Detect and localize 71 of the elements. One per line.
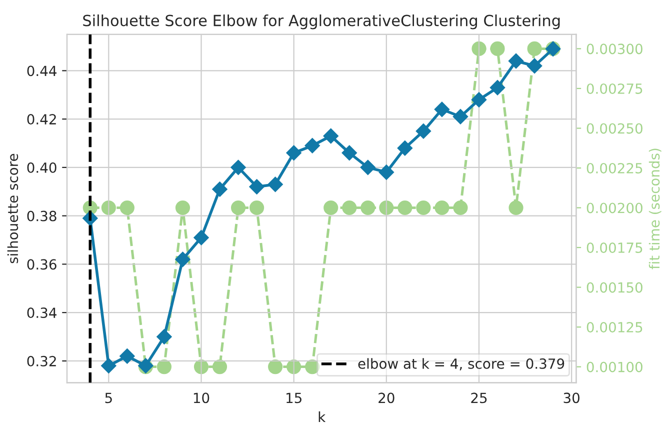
point — [175, 252, 190, 267]
y2-tick-label: 0.00225 — [586, 162, 642, 174]
x-axis-title: k — [318, 411, 326, 422]
point — [175, 200, 190, 216]
x-tick-label: 20 — [378, 392, 394, 404]
y-tick-label: 0.34 — [27, 308, 56, 318]
point — [212, 182, 228, 197]
point — [434, 200, 450, 216]
point — [212, 360, 228, 374]
y2-tick-label: 0.00175 — [586, 242, 642, 253]
point — [472, 41, 486, 56]
point — [194, 230, 209, 246]
y-tick-label: 0.40 — [27, 162, 56, 173]
y2-tick-label: 0.00125 — [586, 322, 642, 333]
point — [434, 102, 450, 117]
point — [101, 358, 116, 374]
point — [324, 200, 338, 216]
point — [360, 160, 376, 175]
chart-title: Silhouette Score Elbow for AgglomerativeClustering Clustering — [83, 14, 560, 30]
point — [490, 41, 505, 56]
point — [230, 160, 246, 175]
point — [508, 53, 524, 69]
y2-tick-label: 0.00150 — [586, 282, 642, 293]
point — [398, 200, 412, 216]
x-tick-label: 15 — [286, 392, 302, 404]
point — [120, 200, 134, 216]
y-tick-label: 0.32 — [27, 356, 56, 366]
point — [360, 200, 376, 216]
point — [342, 200, 357, 216]
point — [378, 164, 394, 180]
point — [416, 124, 432, 139]
y-axis-title: silhouette score — [7, 154, 18, 264]
point — [268, 360, 283, 374]
point — [379, 200, 394, 216]
x-tick-label: 10 — [194, 392, 210, 404]
y2-tick-label: 0.00100 — [586, 362, 642, 372]
point — [342, 145, 357, 160]
point — [527, 41, 542, 56]
y2-tick-label: 0.00200 — [586, 202, 642, 214]
point — [250, 200, 264, 216]
point — [249, 179, 264, 194]
point — [323, 128, 338, 144]
point — [120, 348, 135, 364]
point — [526, 58, 542, 74]
y2-tick-label: 0.00250 — [586, 123, 642, 134]
point — [268, 176, 283, 192]
point — [286, 145, 302, 160]
point — [452, 109, 468, 124]
point — [471, 92, 487, 108]
point — [156, 360, 172, 374]
point — [490, 80, 506, 96]
point — [101, 200, 116, 216]
point — [508, 200, 524, 216]
point — [304, 138, 320, 154]
point — [397, 140, 412, 156]
point — [453, 200, 468, 216]
point — [416, 200, 431, 216]
y-tick-label: 0.38 — [27, 210, 56, 222]
x-tick-label: 5 — [105, 392, 112, 404]
ref-line-label: elbow at k = 4, score = 0.379 — [358, 358, 564, 370]
y-tick-label: 0.44 — [27, 66, 56, 76]
y2-tick-label: 0.00300 — [586, 44, 642, 54]
point — [156, 329, 172, 344]
point — [305, 360, 320, 374]
y-tick-label: 0.42 — [27, 114, 56, 125]
y2-axis-title: fit time (seconds) — [648, 148, 662, 270]
y2-tick-label: 0.00275 — [586, 83, 642, 94]
x-tick-label: 30 — [564, 392, 580, 404]
point — [230, 200, 246, 216]
x-tick-label: 25 — [471, 392, 487, 404]
y-tick-label: 0.36 — [27, 259, 56, 270]
